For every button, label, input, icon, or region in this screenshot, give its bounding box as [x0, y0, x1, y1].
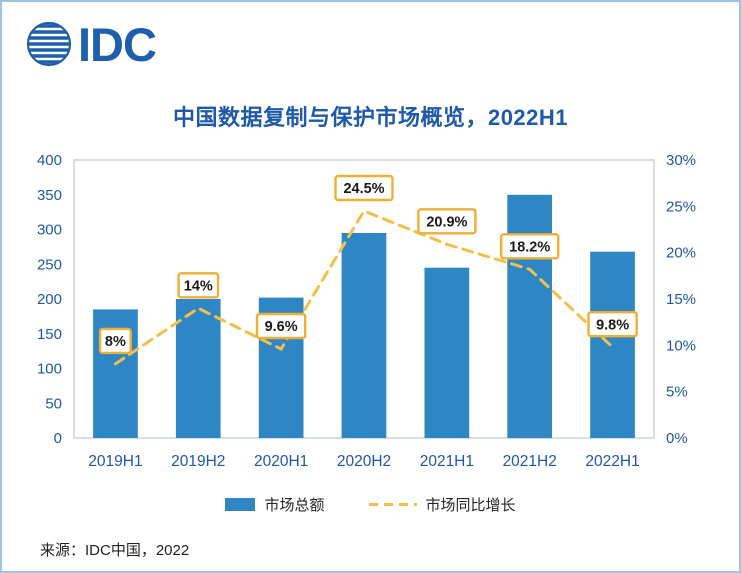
left-axis-label: 400 — [37, 152, 62, 169]
chart-title: 中国数据复制与保护市场概览，2022H1 — [172, 105, 569, 130]
data-label-box — [177, 272, 220, 299]
category-label: 2019H2 — [171, 453, 225, 470]
right-axis-label: 10% — [666, 337, 696, 354]
data-label: 14% — [184, 279, 213, 295]
data-label-box — [417, 208, 477, 235]
left-axis-label: 300 — [37, 222, 62, 239]
category-label: 2022H1 — [585, 453, 639, 470]
data-label: 8% — [105, 334, 126, 350]
left-axis-label: 250 — [37, 256, 62, 273]
legend-item-market-total: 市场总额 — [225, 494, 325, 515]
source-note: 来源：IDC中国，2022 — [40, 542, 190, 559]
data-label-box — [334, 174, 394, 202]
left-axis-label: 350 — [37, 187, 62, 204]
left-axis-label: 0 — [54, 430, 62, 447]
data-label: 9.8% — [596, 317, 629, 333]
idc-logo-text: IDC — [78, 18, 156, 70]
data-label: 24.5% — [343, 181, 384, 197]
chart-legend: 市场总额 市场同比增长 — [2, 494, 739, 515]
chart-svg: 0 50 100 150 200 250 300 350 400 0% 5% 10% 15% 20% 25%… — [37, 152, 696, 470]
data-label-box — [255, 312, 307, 340]
legend-label-growth: 市场同比增长 — [425, 497, 516, 514]
data-label: 20.9% — [426, 215, 467, 231]
left-axis-label: 100 — [37, 361, 62, 378]
growth-line — [113, 209, 615, 366]
category-label: 2020H2 — [337, 453, 391, 470]
left-axis-label: 50 — [45, 395, 62, 412]
data-label-box — [98, 327, 132, 355]
bar-legend-swatch — [225, 498, 256, 511]
bar-2022H1 — [590, 251, 635, 438]
dashed-line-legend-swatch — [368, 502, 417, 507]
idc-globe-icon — [26, 21, 72, 67]
right-axis-label: 15% — [666, 291, 696, 308]
data-label: 18.2% — [509, 240, 550, 256]
category-label: 2019H1 — [88, 453, 142, 470]
data-label-box — [587, 310, 638, 338]
left-axis-label: 150 — [37, 326, 62, 343]
bar-2021H2 — [507, 194, 552, 439]
right-axis-label: 30% — [666, 152, 696, 169]
bar-2019H2 — [175, 299, 221, 438]
data-label-box — [500, 233, 560, 260]
idc-logo: IDC — [26, 16, 176, 75]
right-axis-label: 25% — [666, 198, 696, 215]
legend-item-growth: 市场同比增长 — [368, 494, 516, 515]
bar-2021H1 — [424, 267, 470, 438]
legend-label-market-total: 市场总额 — [264, 497, 325, 514]
category-label: 2021H2 — [503, 453, 557, 470]
left-axis-label: 200 — [37, 291, 62, 308]
right-axis-label: 5% — [666, 384, 688, 401]
right-axis-label: 20% — [666, 245, 696, 262]
category-label: 2021H1 — [420, 453, 474, 470]
data-label: 9.6% — [265, 319, 298, 335]
bar-2020H2 — [341, 233, 387, 438]
idc-logo-svg: IDC — [26, 18, 157, 71]
category-label: 2020H1 — [254, 453, 308, 470]
right-axis-label: 0% — [666, 430, 688, 447]
